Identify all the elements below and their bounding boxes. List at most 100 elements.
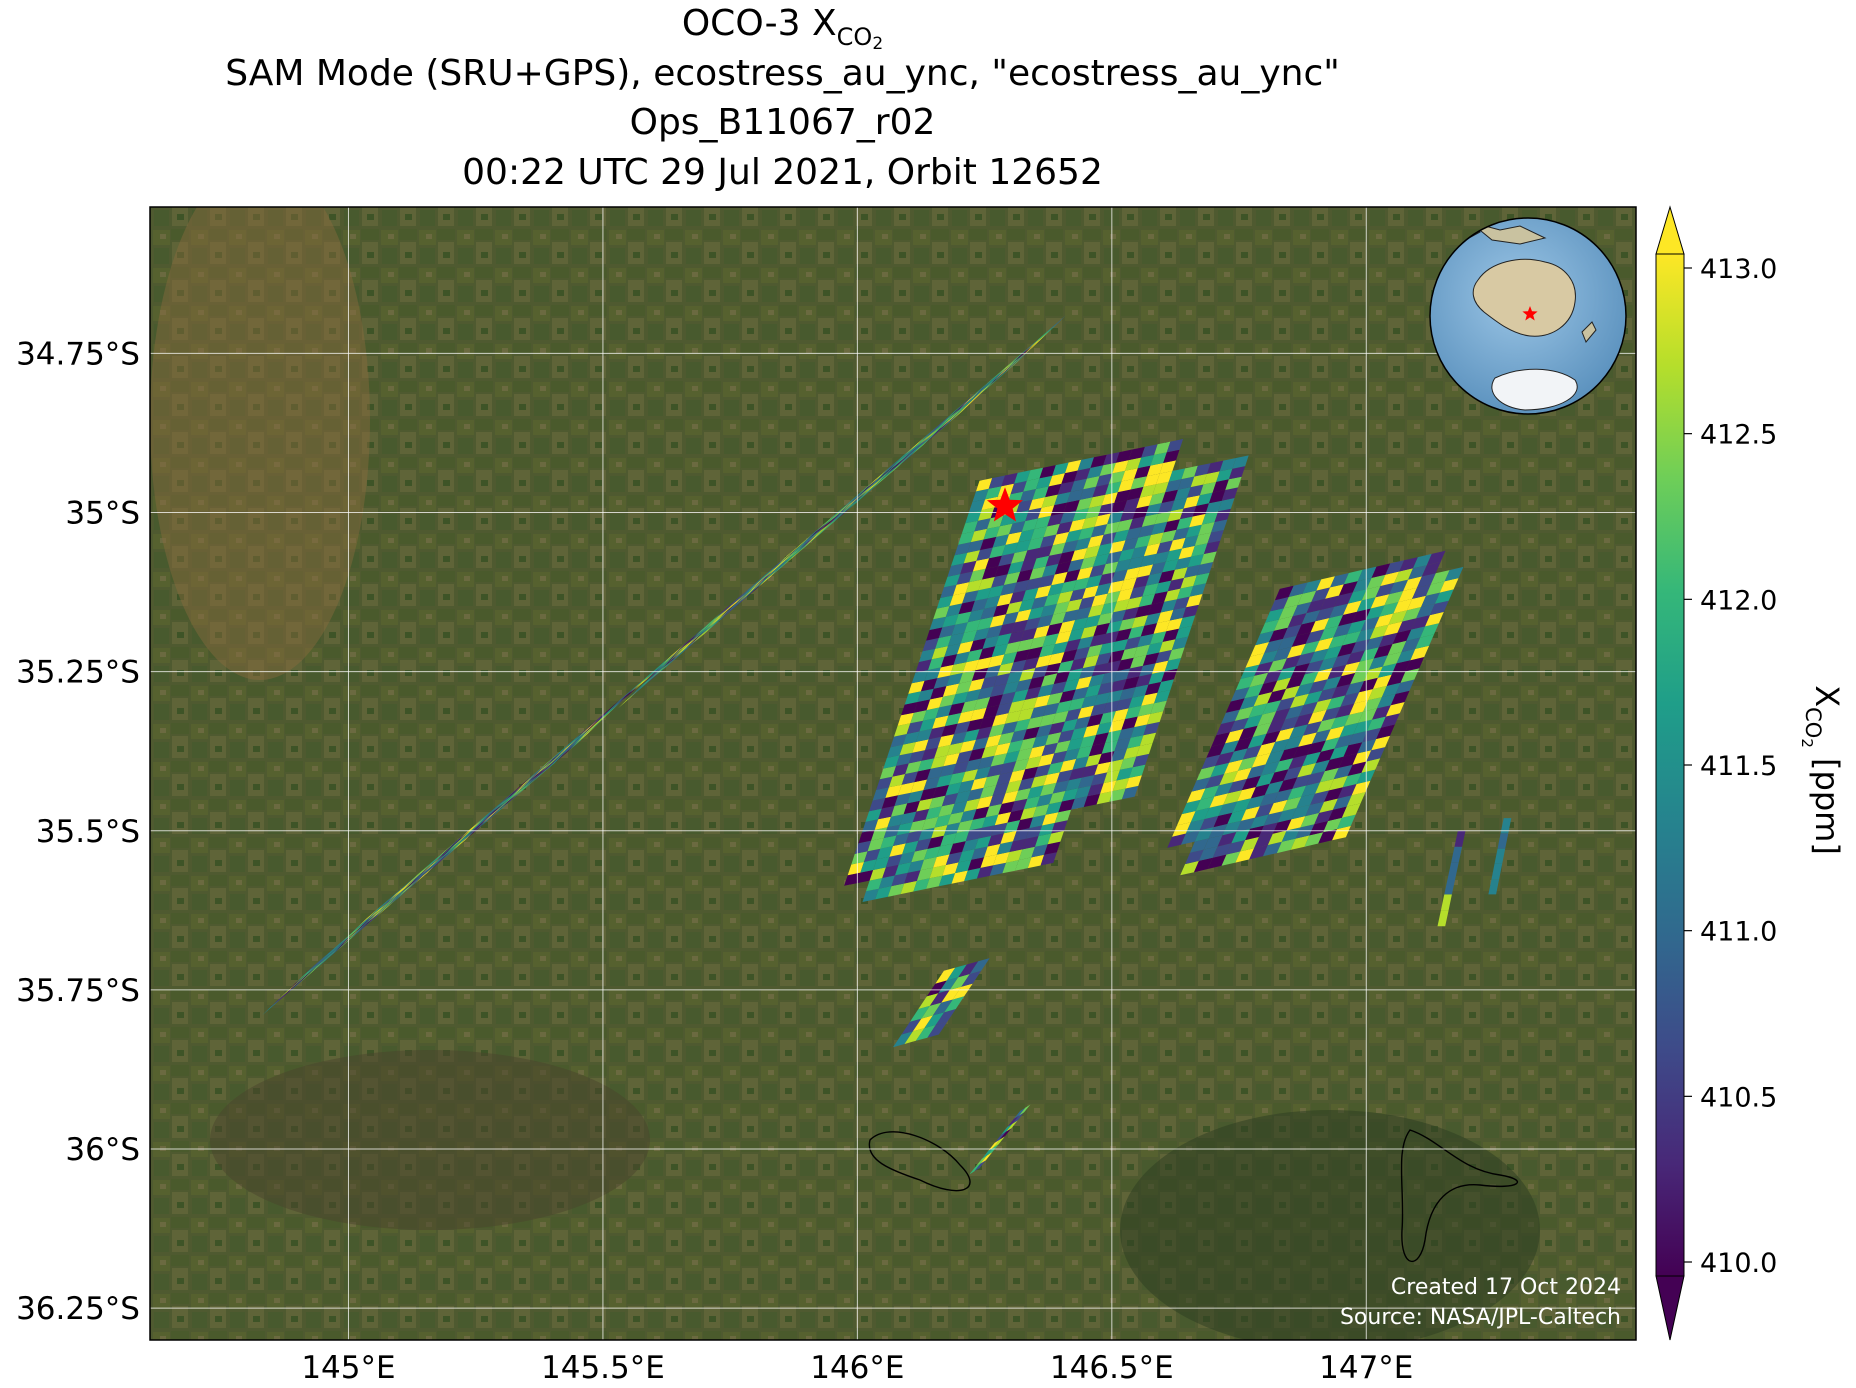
xco2-sounding (1057, 481, 1075, 495)
xco2-sounding (879, 766, 897, 780)
xco2-sounding (1052, 710, 1069, 725)
xco2-sounding (985, 803, 1002, 818)
xco2-sounding (1167, 508, 1184, 522)
xco2-sounding (358, 909, 380, 929)
xco2-sounding (1036, 793, 1053, 807)
xco2-sounding (1039, 465, 1056, 479)
xco2-sounding (1112, 460, 1129, 474)
xco2-sounding (286, 972, 308, 992)
xco2-sounding (1212, 479, 1229, 493)
xco2-sounding (803, 523, 825, 543)
xco2-sounding (983, 774, 1000, 788)
xco2-sounding (1070, 726, 1087, 741)
xco2-sounding (629, 674, 651, 694)
xco2-sounding (1038, 822, 1055, 837)
xco2-sounding (1121, 468, 1138, 482)
xco2-sounding (1089, 633, 1107, 647)
xco2-sounding (1333, 622, 1352, 638)
xco2-sounding (1032, 326, 1054, 346)
xco2-sounding (1371, 563, 1391, 578)
xco2-sounding (295, 964, 316, 984)
xco2-sounding (1124, 567, 1141, 581)
xco2-sounding (992, 782, 1009, 796)
colorbar-label-subsub: 2 (1798, 738, 1816, 748)
xco2-sounding (757, 566, 779, 586)
xco2-sounding (1031, 595, 1048, 610)
xco2-sounding (1014, 470, 1031, 484)
xco2-sounding (1096, 721, 1113, 735)
xco2-sounding (1074, 716, 1091, 730)
xco2-sounding (1304, 832, 1324, 847)
xco2-sounding (1308, 709, 1327, 725)
xco2-sounding (901, 771, 918, 785)
xco2-sounding (287, 974, 309, 994)
xco2-sounding (1377, 693, 1396, 709)
xco2-sounding (1055, 700, 1073, 714)
xco2-sounding (932, 715, 949, 729)
xco2-sounding (1195, 796, 1215, 811)
xco2-sounding (1117, 727, 1135, 741)
xco2-sounding (1056, 769, 1073, 783)
xco2-sounding (1152, 481, 1169, 495)
xco2-sounding (906, 439, 928, 459)
xco2-sounding (405, 870, 427, 890)
xco2-sounding (389, 886, 411, 906)
xco2-sounding (1101, 740, 1118, 754)
xco2-sounding (966, 648, 983, 663)
xco2-sounding (969, 817, 986, 831)
xco2-sounding (1157, 679, 1174, 693)
xco2-sounding (1375, 582, 1395, 598)
xco2-sounding (1179, 615, 1196, 629)
xco2-sounding (1263, 669, 1283, 684)
xco2-sounding (893, 1031, 913, 1048)
xco2-sounding (930, 686, 947, 700)
xco2-sounding (1001, 472, 1018, 487)
xco2-sounding (1166, 439, 1184, 453)
xco2-sounding (510, 776, 532, 796)
xco2-sounding (1177, 585, 1194, 600)
xco2-sounding (974, 518, 991, 532)
xco2-sounding (908, 680, 925, 694)
xco2-sounding (883, 755, 900, 769)
xco2-sounding (1286, 816, 1306, 831)
xco2-sounding (1025, 825, 1043, 839)
xco2-sounding (1047, 761, 1064, 775)
xco2-sounding (963, 729, 980, 743)
xco2-sounding (753, 569, 774, 589)
xco2-sounding (959, 670, 976, 684)
xco2-sounding (787, 541, 809, 561)
xco2-sounding (992, 534, 1009, 548)
xco2-sounding (1216, 468, 1233, 482)
xco2-sounding (1178, 545, 1195, 560)
xco2-sounding (1347, 619, 1366, 635)
xco2-sounding (986, 694, 1003, 708)
xco2-sounding (1240, 836, 1259, 852)
xco2-sounding (1207, 460, 1224, 474)
xco2-sounding (1051, 641, 1069, 655)
xco2-sounding (1351, 639, 1370, 654)
xco2-sounding (939, 763, 957, 777)
xco2-sounding (1239, 695, 1259, 710)
xco2-sounding (960, 630, 977, 644)
xco2-sounding (1290, 693, 1309, 709)
xco2-sounding (1270, 597, 1289, 612)
xco2-sounding (1122, 607, 1139, 621)
xco2-sounding (943, 403, 965, 422)
xco2-sounding (1163, 519, 1180, 533)
xco2-sounding (955, 611, 972, 625)
xco2-sounding (887, 883, 905, 897)
xco2-sounding (998, 356, 1020, 375)
xco2-sounding (935, 412, 957, 432)
xco2-sounding (952, 397, 974, 416)
xco2-sounding (978, 755, 995, 770)
xco2-sounding (1055, 630, 1072, 644)
xco2-sounding (1061, 718, 1078, 733)
xco2-sounding (1054, 740, 1071, 754)
xco2-sounding (987, 833, 1004, 847)
xco2-sounding (1237, 787, 1256, 802)
xco2-sounding (867, 470, 889, 490)
xco2-sounding (991, 822, 1008, 836)
xco2-sounding (866, 878, 883, 892)
xco2-sounding (1413, 553, 1432, 569)
xco2-sounding (1116, 588, 1134, 602)
